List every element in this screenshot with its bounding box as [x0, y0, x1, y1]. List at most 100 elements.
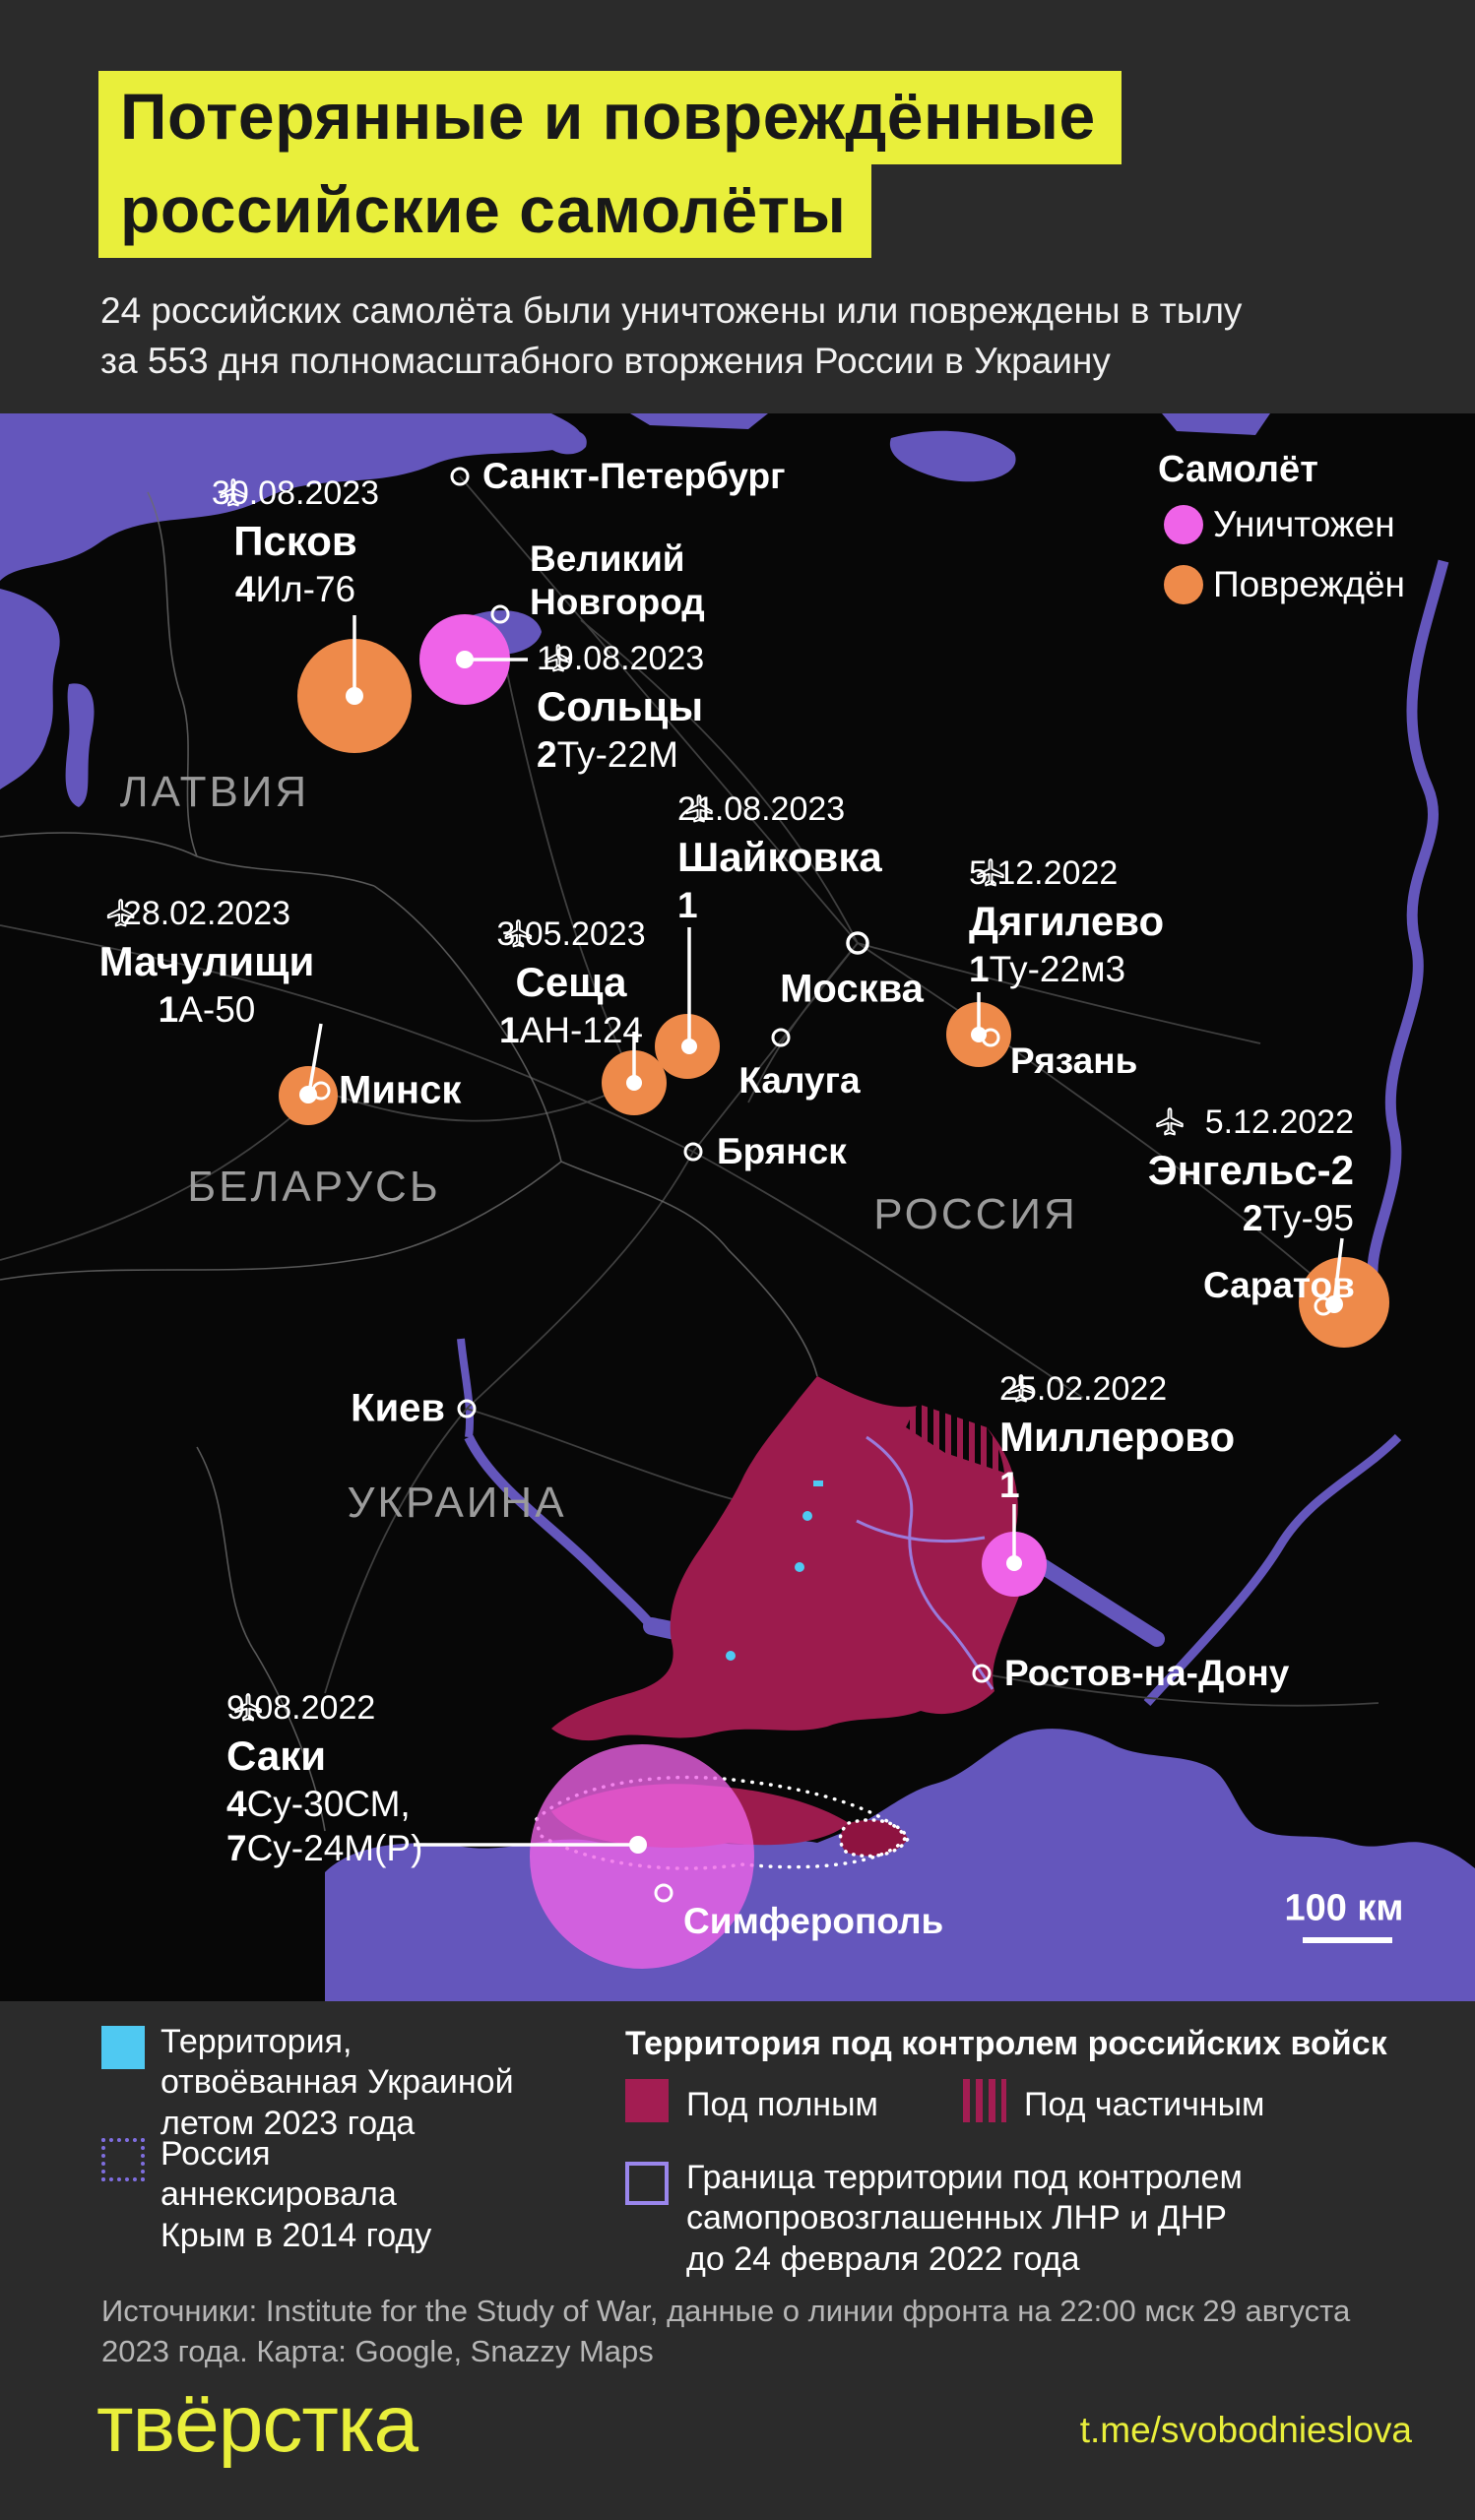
city-marker-saratov	[1314, 1296, 1333, 1316]
control-legend-header: Территория под контролем российских войс…	[625, 2025, 1387, 2062]
annotations-layer: 30.08.2023 Псков 4 Ил-76 19.08.2023 Сольцы 2 Ту…	[0, 413, 1475, 2001]
dnipro-lower	[464, 1434, 656, 1630]
city-label-vnovgorod: Великий Новгород	[530, 538, 705, 622]
event-date: 30.08.2023	[211, 474, 380, 512]
recaptured-swatch	[101, 2026, 145, 2069]
lnr-dnr-border-swatch	[625, 2162, 669, 2205]
city-marker-minsk	[311, 1081, 331, 1101]
title-line1: Потерянные и повреждённые	[98, 71, 1122, 164]
map-legend-title: Самолёт	[1158, 449, 1318, 490]
leader-lines	[307, 615, 1344, 1847]
event-circle-engels	[1299, 1257, 1389, 1348]
plane-icon	[504, 919, 533, 948]
event-aircraft: 1	[999, 1374, 1235, 1503]
annexed-crimea-swatch	[101, 2138, 145, 2181]
annotation-millerovo: 25.02.2022 Миллерово 1	[999, 1372, 1235, 1503]
event-aircraft: 2 Ту-22М	[537, 644, 704, 773]
event-aircraft: 1	[677, 794, 882, 923]
event-date: 28.02.2023	[122, 895, 291, 932]
dnipro-upper	[457, 1338, 475, 1438]
verstka-logo: твёрстка	[96, 2379, 418, 2469]
legend-label-destroyed: Уничтожен	[1213, 504, 1395, 544]
lake-small	[547, 429, 587, 455]
event-date: 21.08.2023	[677, 790, 846, 828]
city-marker-kaluga	[771, 1028, 791, 1047]
plane-icon	[220, 478, 247, 507]
plane-icon	[977, 858, 1004, 887]
event-aircraft: 7 Су-24М(Р)	[226, 1693, 422, 1866]
legend-dot-damaged	[1164, 565, 1203, 604]
rybinsk-water	[889, 430, 1016, 482]
annotation-pskov: 30.08.2023 Псков 4 Ил-76	[212, 476, 379, 607]
city-label-ryazan: Рязань	[1010, 1040, 1138, 1081]
plane-icon	[685, 794, 713, 823]
region-labels-layer: ЛАТВИЯ БЕЛАРУСЬ РОССИЯ УКРАИНА	[0, 413, 1475, 2001]
city-label-simferopol: Симферополь	[683, 1901, 944, 1941]
city-marker-moscow	[846, 931, 869, 955]
city-label-minsk: Минск	[339, 1068, 462, 1112]
plane-icon	[234, 1693, 262, 1722]
city-label-bryansk: Брянск	[717, 1131, 847, 1171]
city-marker-rostov	[972, 1664, 992, 1683]
scale-bar	[1303, 1937, 1392, 1943]
full-control-label: Под полным	[686, 2086, 878, 2123]
event-date: 5.12.2022	[1204, 1103, 1354, 1141]
don-river	[1143, 1433, 1402, 1707]
city-label-rostov: Ростов-на-Дону	[1004, 1653, 1290, 1693]
event-place: Энгельс-2	[1147, 1147, 1354, 1193]
lnr-dnr-border-label: Граница территории под контролем самопро…	[686, 2159, 1243, 2278]
event-date: 19.08.2023	[537, 640, 705, 677]
city-marker-vnovgorod	[490, 604, 510, 624]
rivers	[457, 559, 1449, 1707]
map: 30.08.2023 Псков 4 Ил-76 19.08.2023 Сольцы 2 Ту…	[0, 413, 1475, 2001]
city-markers	[311, 467, 1333, 1903]
annotation-saki: 9.08.2022 Саки 4 Су-30СМ, 7 Су-24М(Р)	[226, 1691, 422, 1866]
occupied-region-partial-control	[906, 1404, 1004, 1473]
event-date: 25.02.2022	[999, 1370, 1168, 1408]
annexed-crimea-label: Россия аннексировала Крым в 2014 году	[160, 2135, 432, 2254]
gulf-of-finland	[0, 413, 582, 581]
city-labels-layer: Санкт-Петербург Великий Новгород Москва Кал…	[0, 413, 1475, 2001]
recaptured-label: Территория, отвоёванная Украиной летом 2…	[160, 2023, 514, 2142]
kerch-peninsula	[838, 1818, 910, 1858]
event-place: Мачулищи	[98, 938, 315, 984]
city-marker-spb	[450, 467, 470, 486]
city-label-kyiv: Киев	[351, 1386, 445, 1430]
region-label-belarus: БЕЛАРУСЬ	[187, 1163, 441, 1211]
legend-label-damaged: Повреждён	[1213, 564, 1405, 604]
sources-note: Источники: Institute for the Study of Wa…	[101, 2294, 1351, 2368]
top-strip2	[1162, 413, 1270, 435]
plane-icon	[545, 644, 572, 672]
plane-icon	[106, 899, 135, 927]
region-label-russia: РОССИЯ	[873, 1190, 1078, 1238]
event-place: Сольцы	[537, 683, 704, 729]
event-place: Шайковка	[677, 834, 882, 880]
city-label-moscow: Москва	[780, 967, 924, 1011]
region-label-latvia: ЛАТВИЯ	[119, 768, 310, 816]
city-marker-bryansk	[683, 1142, 703, 1162]
event-aircraft: 1 А-50	[99, 899, 315, 1028]
annotation-seshcha: 3.05.2023 Сеща 1 АН-124	[496, 917, 645, 1048]
scale-label: 100 км	[1284, 1887, 1404, 1929]
event-aircraft: 1 Ту-22м3	[969, 858, 1164, 987]
annotation-soltsy: 19.08.2023 Сольцы 2 Ту-22М	[537, 642, 704, 773]
annotation-engels: 5.12.2022 Энгельс-2 2 Ту-95	[1148, 1105, 1354, 1236]
lake-peipus	[65, 683, 95, 807]
city-label-spb: Санкт-Петербург	[482, 456, 786, 496]
event-aircraft: 1 АН-124	[496, 919, 645, 1048]
annotation-dyagilevo: 5.12.2022 Дягилево 1 Ту-22м3	[969, 856, 1164, 987]
event-aircraft: 4 Ил-76	[212, 478, 379, 607]
telegram-link[interactable]: t.me/svobodnieslova	[1079, 2410, 1412, 2450]
event-place: Сеща	[515, 959, 627, 1005]
annotation-shaykovka: 21.08.2023 Шайковка 1	[677, 792, 882, 923]
title-line2: российские самолёты	[98, 164, 872, 258]
plane-icon	[1007, 1374, 1035, 1403]
partial-control-label: Под частичным	[1024, 2086, 1265, 2123]
event-place: Саки	[226, 1732, 327, 1779]
event-aircraft: 2 Ту-95	[1148, 1107, 1354, 1236]
event-aircraft: 4 Су-30СМ,	[226, 1693, 422, 1822]
country-borders	[0, 491, 818, 1832]
subtitle: 24 российских самолёта были уничтожены и…	[100, 290, 1243, 382]
map-graphics	[0, 413, 1475, 2001]
event-place: Псков	[233, 518, 357, 564]
